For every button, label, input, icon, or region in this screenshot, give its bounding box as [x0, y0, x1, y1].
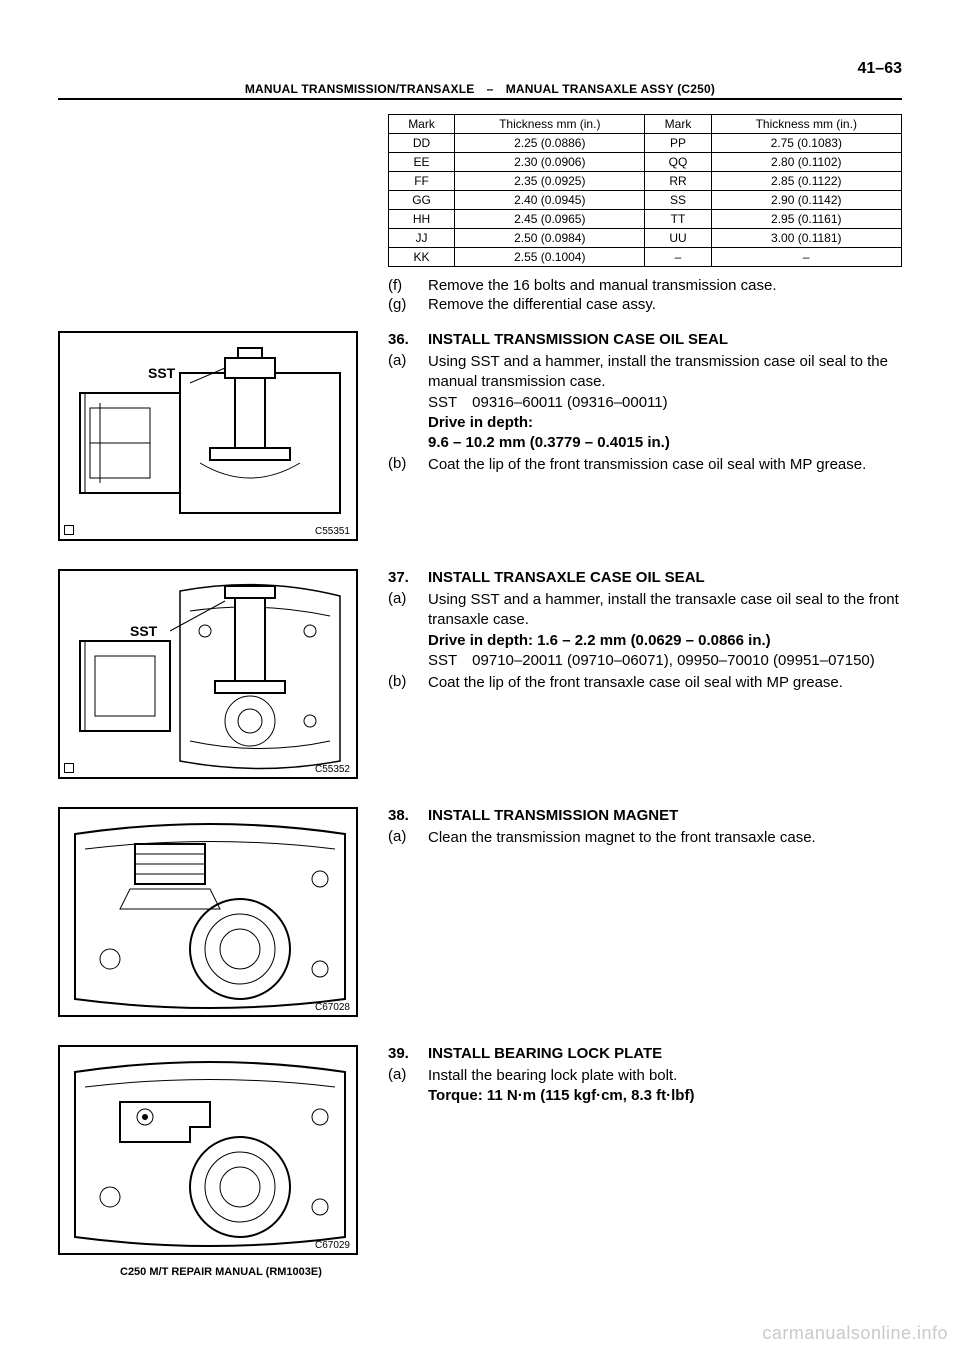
section-36: SST C55351 36. INSTALL TRANSMISSION CASE… — [58, 331, 902, 541]
heading-num-36: 36. — [388, 331, 428, 348]
s39-a-line0: Install the bearing lock plate with bolt… — [428, 1067, 677, 1084]
s36-a-text: Using SST and a hammer, install the tran… — [428, 352, 902, 453]
table-cell: 2.75 (0.1083) — [711, 134, 901, 153]
heading-39: INSTALL BEARING LOCK PLATE — [428, 1045, 662, 1062]
table-cell: KK — [389, 248, 455, 267]
s38-a-label: (a) — [388, 828, 428, 848]
table-cell: SS — [645, 191, 711, 210]
s37-a-line0: Using SST and a hammer, install the tran… — [428, 591, 899, 628]
table-cell: UU — [645, 229, 711, 248]
fig-code-39: C67029 — [315, 1240, 350, 1251]
heading-num-39: 39. — [388, 1045, 428, 1062]
th-mark-1: Mark — [389, 115, 455, 134]
table-cell: 2.25 (0.0886) — [455, 134, 645, 153]
table-cell: – — [711, 248, 901, 267]
corner-marker — [64, 525, 74, 535]
table-cell: FF — [389, 172, 455, 191]
fig-code-37: C55352 — [315, 764, 350, 775]
s36-a-line1: SST 09316–60011 (09316–00011) — [428, 393, 902, 413]
s37-b-text: Coat the lip of the front transaxle case… — [428, 673, 902, 693]
table-cell: 2.30 (0.0906) — [455, 153, 645, 172]
table-cell: 2.80 (0.1102) — [711, 153, 901, 172]
table-cell: 2.45 (0.0965) — [455, 210, 645, 229]
figure-38: C67028 — [58, 807, 358, 1017]
breadcrumb: MANUAL TRANSMISSION/TRANSAXLE – MANUAL T… — [58, 82, 902, 100]
s39-a-text: Install the bearing lock plate with bolt… — [428, 1066, 902, 1107]
table-cell: RR — [645, 172, 711, 191]
th-thk-1: Thickness mm (in.) — [455, 115, 645, 134]
table-cell: GG — [389, 191, 455, 210]
table-row: HH2.45 (0.0965)TT2.95 (0.1161) — [389, 210, 902, 229]
table-row: JJ2.50 (0.0984)UU3.00 (0.1181) — [389, 229, 902, 248]
table-row: GG2.40 (0.0945)SS2.90 (0.1142) — [389, 191, 902, 210]
heading-num-37: 37. — [388, 569, 428, 586]
table-cell: 2.35 (0.0925) — [455, 172, 645, 191]
sst-label-37: SST — [130, 623, 157, 639]
step-g-label: (g) — [388, 296, 428, 313]
table-cell: 2.50 (0.0984) — [455, 229, 645, 248]
table-cell: TT — [645, 210, 711, 229]
s39-a-label: (a) — [388, 1066, 428, 1107]
table-cell: 2.95 (0.1161) — [711, 210, 901, 229]
s36-a-line0: Using SST and a hammer, install the tran… — [428, 353, 888, 390]
heading-38: INSTALL TRANSMISSION MAGNET — [428, 807, 678, 824]
s37-a-line2: SST 09710–20011 (09710–06071), 09950–700… — [428, 651, 902, 671]
thickness-table: Mark Thickness mm (in.) Mark Thickness m… — [388, 114, 902, 267]
fig-code-38: C67028 — [315, 1002, 350, 1013]
table-cell: JJ — [389, 229, 455, 248]
fig-code-36: C55351 — [315, 526, 350, 537]
section-38: C67028 38. INSTALL TRANSMISSION MAGNET (… — [58, 807, 902, 1017]
s38-a-text: Clean the transmission magnet to the fro… — [428, 828, 902, 848]
step-g-text: Remove the differential case assy. — [428, 296, 902, 313]
s37-a-line1: Drive in depth: 1.6 – 2.2 mm (0.0629 – 0… — [428, 631, 902, 651]
figure-36: SST C55351 — [58, 331, 358, 541]
s39-a-line1: Torque: 11 N·m (115 kgf·cm, 8.3 ft·lbf) — [428, 1086, 902, 1106]
table-cell: DD — [389, 134, 455, 153]
th-thk-2: Thickness mm (in.) — [711, 115, 901, 134]
table-cell: HH — [389, 210, 455, 229]
s37-a-label: (a) — [388, 590, 428, 671]
step-f-text: Remove the 16 bolts and manual transmiss… — [428, 277, 902, 294]
heading-37: INSTALL TRANSAXLE CASE OIL SEAL — [428, 569, 705, 586]
th-mark-2: Mark — [645, 115, 711, 134]
sst-label-36: SST — [148, 365, 175, 381]
step-f-label: (f) — [388, 277, 428, 294]
table-row: EE2.30 (0.0906)QQ2.80 (0.1102) — [389, 153, 902, 172]
s36-a-line2: Drive in depth: — [428, 413, 902, 433]
page-number: 41–63 — [58, 60, 902, 78]
table-cell: 2.90 (0.1142) — [711, 191, 901, 210]
figure-39: C67029 — [58, 1045, 358, 1255]
below-table-steps: (f) Remove the 16 bolts and manual trans… — [388, 277, 902, 313]
watermark: carmanualsonline.info — [762, 1323, 948, 1344]
table-cell: 2.55 (0.1004) — [455, 248, 645, 267]
s36-a-line3: 9.6 – 10.2 mm (0.3779 – 0.4015 in.) — [428, 433, 902, 453]
heading-num-38: 38. — [388, 807, 428, 824]
s37-b-label: (b) — [388, 673, 428, 693]
s36-b-text: Coat the lip of the front transmission c… — [428, 455, 902, 475]
s37-a-text: Using SST and a hammer, install the tran… — [428, 590, 902, 671]
corner-marker — [64, 763, 74, 773]
figure-37: SST C55352 — [58, 569, 358, 779]
table-cell: – — [645, 248, 711, 267]
table-cell: EE — [389, 153, 455, 172]
footer: C250 M/T REPAIR MANUAL (RM1003E) — [120, 1266, 322, 1278]
table-row: KK2.55 (0.1004)–– — [389, 248, 902, 267]
s36-b-label: (b) — [388, 455, 428, 475]
heading-36: INSTALL TRANSMISSION CASE OIL SEAL — [428, 331, 728, 348]
table-cell: 3.00 (0.1181) — [711, 229, 901, 248]
s36-a-label: (a) — [388, 352, 428, 453]
table-row: FF2.35 (0.0925)RR2.85 (0.1122) — [389, 172, 902, 191]
table-cell: PP — [645, 134, 711, 153]
section-39: C67029 39. INSTALL BEARING LOCK PLATE (a… — [58, 1045, 902, 1255]
table-cell: QQ — [645, 153, 711, 172]
section-37: SST C55352 37. INSTALL TRANSAXLE CASE OI… — [58, 569, 902, 779]
table-row: DD2.25 (0.0886)PP2.75 (0.1083) — [389, 134, 902, 153]
table-cell: 2.40 (0.0945) — [455, 191, 645, 210]
table-cell: 2.85 (0.1122) — [711, 172, 901, 191]
